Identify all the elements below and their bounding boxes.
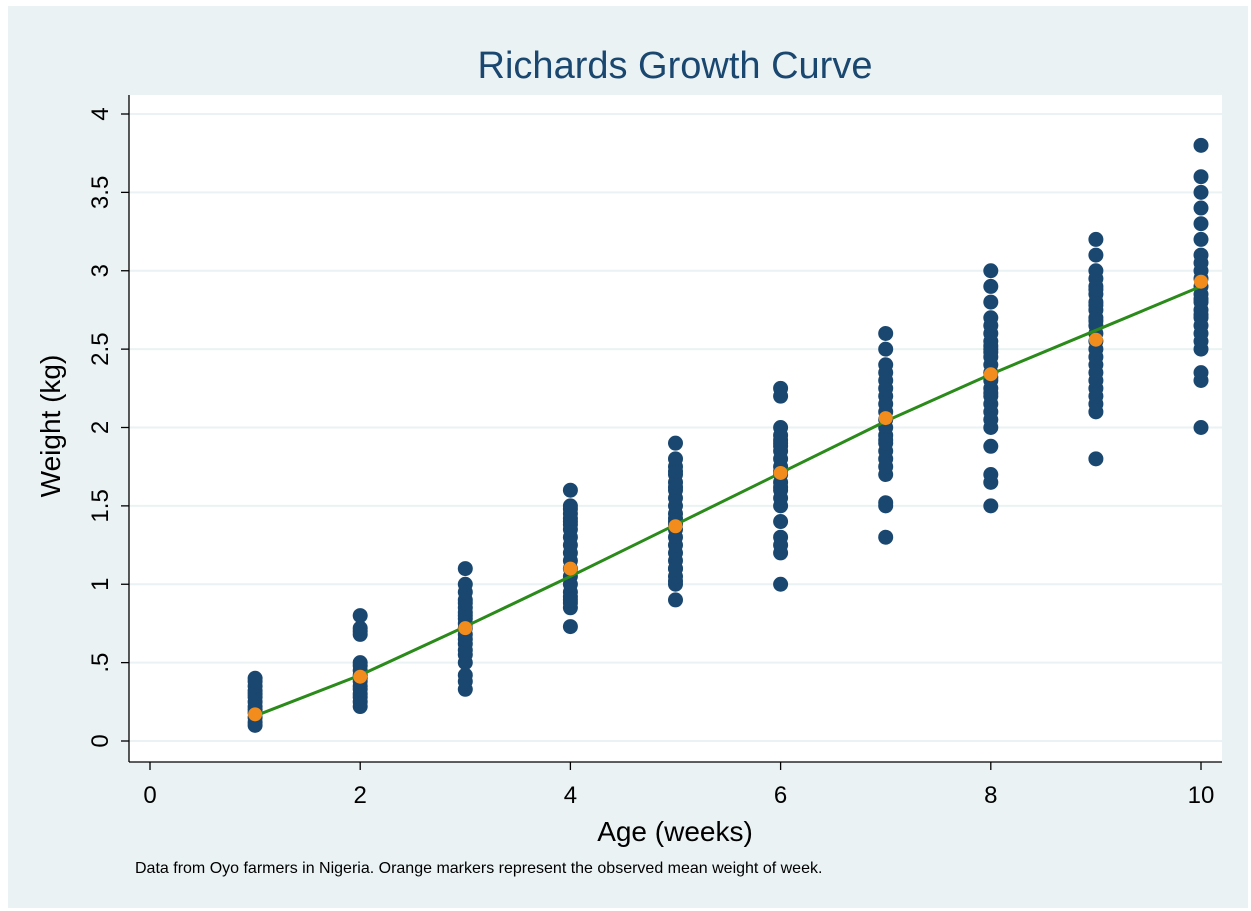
mean-points [248,274,1208,722]
observed-point [1193,137,1209,153]
observed-point [878,341,894,357]
observed-point [983,263,999,279]
x-tick-label: 2 [354,782,367,809]
x-tick-label: 6 [774,782,787,809]
observed-point [773,380,789,396]
observed-point [878,325,894,341]
observed-point [668,435,683,451]
observed-point [562,498,578,514]
fitted-curve [254,285,1202,718]
x-axis-label: Age (weeks) [597,816,753,847]
y-tick-label: 1 [87,578,114,591]
mean-point [1088,332,1103,347]
observed-point [773,479,789,495]
chart-figure: 0 .5 1 1.5 2 2.5 3 3.5 4 0 2 4 6 8 10 Richards Growth… [8,6,1248,908]
observed-point [983,338,999,354]
y-tick-label: 1.5 [87,489,114,522]
observed-point [1193,291,1209,307]
observed-point [983,498,999,514]
x-tick-label: 4 [564,782,577,809]
observed-point [668,561,683,577]
observed-point [668,451,683,467]
observed-point [1088,282,1104,298]
observed-point [983,438,999,454]
y-tick-label: .5 [87,653,114,673]
mean-point [773,465,788,480]
chart-note: Data from Oyo farmers in Nigeria. Orange… [135,860,822,877]
observed-point [668,592,683,608]
x-tick-label: 0 [143,782,156,809]
observed-point [878,495,894,511]
y-ticks: 0 .5 1 1.5 2 2.5 3 3.5 4 [87,107,129,748]
observed-point [773,529,789,545]
chart-svg: 0 .5 1 1.5 2 2.5 3 3.5 4 0 2 4 6 8 10 Richards Growth… [35,45,1222,877]
observed-point [562,482,578,498]
y-tick-label: 3 [87,264,114,277]
observed-point [1193,420,1209,435]
y-tick-label: 0 [87,734,114,747]
mean-point [248,707,263,722]
x-ticks: 0 2 4 6 8 10 [143,762,1214,809]
observed-point [1088,313,1104,329]
observed-point [562,619,578,635]
observed-point [1193,184,1209,200]
observed-point [1088,247,1104,263]
observed-point [878,432,894,448]
observed-point [878,529,894,545]
observed-point [1193,307,1209,323]
observed-point [352,608,368,624]
y-tick-label: 2.5 [87,332,114,365]
x-tick-label: 8 [984,782,997,809]
observed-point [1193,200,1209,216]
observed-point [352,620,368,636]
observed-point [983,467,999,483]
observed-point [457,576,473,592]
mean-point [668,519,683,534]
mean-point [1194,274,1208,289]
observed-point [1088,263,1104,279]
observed-point [1193,255,1209,271]
observed-point [983,278,999,294]
observed-point [1193,365,1209,381]
chart-title: Richards Growth Curve [478,45,873,87]
observed-point [457,561,473,577]
mean-point [563,561,578,576]
observed-point [773,514,789,530]
mean-point [458,621,473,636]
observed-point [1193,231,1209,247]
observed-point [983,294,999,310]
observed-point [773,576,789,592]
observed-point [457,667,473,683]
observed-point [1088,297,1104,313]
mean-point [983,367,998,382]
observed-point [878,357,894,373]
y-tick-label: 4 [87,107,114,120]
y-tick-label: 3.5 [87,176,114,209]
mean-point [353,669,368,684]
observed-point [352,655,368,671]
x-tick-label: 10 [1188,782,1215,809]
observed-point [1193,216,1209,232]
observed-point [247,670,263,686]
fitted-curve-line [254,285,1202,718]
observed-point [773,420,789,435]
observed-point [878,396,894,412]
observed-point [1088,231,1104,247]
observed-point [562,592,578,608]
observed-point [1088,451,1104,467]
axes [128,95,1222,763]
y-tick-label: 2 [87,421,114,434]
mean-point [878,411,893,426]
y-axis-label: Weight (kg) [35,355,66,498]
observed-point [1193,169,1209,185]
observed-point [983,385,999,401]
observed-point [983,310,999,326]
